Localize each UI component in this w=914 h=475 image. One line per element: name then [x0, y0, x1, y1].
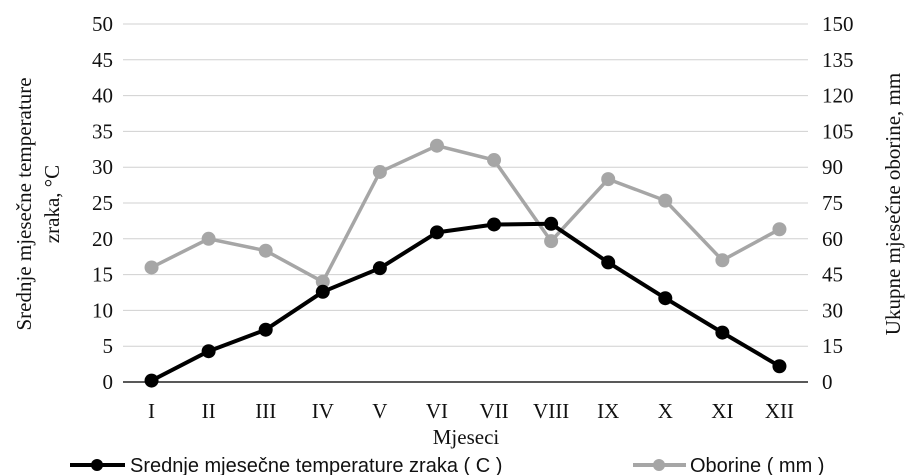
- data-point-temperature: [429, 225, 444, 240]
- right-y-tick-labels: 0 15 30 45 60 75 90 105 120 135 150: [822, 12, 854, 394]
- data-point-precipitation: [544, 234, 559, 249]
- data-point-temperature: [772, 359, 787, 374]
- data-point-precipitation: [429, 138, 444, 153]
- left-y-tick-label: 25: [92, 191, 113, 215]
- right-y-tick-label: 60: [822, 227, 843, 251]
- x-tick-label: I: [148, 399, 155, 423]
- left-y-tick-label: 50: [92, 12, 113, 36]
- data-point-precipitation: [487, 153, 502, 168]
- left-y-tick-label: 0: [103, 370, 114, 394]
- right-y-axis-title: Ukupne mjesečne oborine, mm: [881, 73, 905, 335]
- data-point-temperature: [658, 291, 673, 306]
- right-y-tick-label: 150: [822, 12, 854, 36]
- left-y-tick-label: 10: [92, 298, 113, 322]
- left-y-tick-labels: 0 5 10 15 20 25 30 35 40 45 50: [92, 12, 113, 394]
- data-point-precipitation: [315, 274, 330, 289]
- data-point-precipitation: [772, 222, 787, 237]
- data-point-precipitation: [258, 243, 273, 258]
- data-point-temperature: [715, 325, 730, 340]
- x-tick-label: XI: [711, 399, 733, 423]
- data-point-temperature: [201, 344, 216, 359]
- right-y-tick-label: 120: [822, 84, 854, 108]
- x-tick-label: III: [255, 399, 276, 423]
- data-point-temperature: [544, 216, 559, 231]
- x-tick-label: IV: [312, 399, 334, 423]
- x-tick-label: II: [202, 399, 216, 423]
- series-precipitation: [144, 138, 787, 289]
- left-y-tick-label: 45: [92, 48, 113, 72]
- x-tick-label: V: [372, 399, 387, 423]
- left-y-tick-label: 20: [92, 227, 113, 251]
- x-axis-title: Mjeseci: [433, 425, 500, 449]
- series-line-precipitation: [150, 143, 781, 284]
- data-point-precipitation: [201, 231, 216, 246]
- x-tick-label: IX: [597, 399, 619, 423]
- x-tick-label: VI: [426, 399, 448, 423]
- right-y-tick-label: 75: [822, 191, 843, 215]
- left-y-tick-label: 35: [92, 119, 113, 143]
- right-y-tick-label: 135: [822, 48, 854, 72]
- data-point-precipitation: [601, 172, 616, 187]
- data-point-precipitation: [715, 253, 730, 268]
- data-point-precipitation: [658, 193, 673, 208]
- right-y-tick-label: 0: [822, 370, 833, 394]
- right-y-tick-label: 45: [822, 263, 843, 287]
- data-point-temperature: [372, 261, 387, 276]
- left-y-tick-label: 40: [92, 84, 113, 108]
- x-tick-labels: I II III IV V VI VII VIII IX X XI XII: [148, 399, 794, 423]
- left-y-tick-label: 15: [92, 263, 113, 287]
- series-line-temperature: [150, 221, 781, 383]
- legend-item-precipitation: Oborine ( mm ): [633, 455, 824, 475]
- right-y-tick-label: 15: [822, 334, 843, 358]
- legend: Srednje mjesečne temperature zraka ( C )…: [70, 455, 824, 475]
- right-y-tick-label: 105: [822, 119, 854, 143]
- x-tick-label: VII: [479, 399, 508, 423]
- data-point-precipitation: [372, 164, 387, 179]
- right-y-tick-label: 90: [822, 155, 843, 179]
- legend-marker-precipitation: [653, 459, 665, 471]
- right-y-tick-label: 30: [822, 298, 843, 322]
- x-tick-label: XII: [765, 399, 794, 423]
- data-point-temperature: [144, 373, 159, 388]
- data-point-precipitation: [144, 260, 159, 275]
- legend-marker-temperature: [91, 459, 103, 471]
- left-y-tick-label: 30: [92, 155, 113, 179]
- data-point-temperature: [258, 322, 273, 337]
- data-point-temperature: [601, 255, 616, 270]
- data-point-temperature: [487, 217, 502, 232]
- series-layer: [144, 138, 787, 388]
- data-point-temperature: [315, 284, 330, 299]
- x-tick-label: VIII: [533, 399, 569, 423]
- x-tick-label: X: [658, 399, 673, 423]
- legend-label-precipitation: Oborine ( mm ): [690, 455, 824, 475]
- legend-label-temperature: Srednje mjesečne temperature zraka ( C ): [130, 455, 502, 475]
- left-y-axis-title-line2: zraka, °C: [40, 165, 64, 243]
- legend-item-temperature: Srednje mjesečne temperature zraka ( C ): [70, 455, 502, 475]
- left-y-tick-label: 5: [103, 334, 114, 358]
- left-y-axis-title: Srednje mjesečne temperature: [12, 77, 36, 330]
- series-temperature: [144, 216, 787, 388]
- gridlines: [123, 23, 808, 347]
